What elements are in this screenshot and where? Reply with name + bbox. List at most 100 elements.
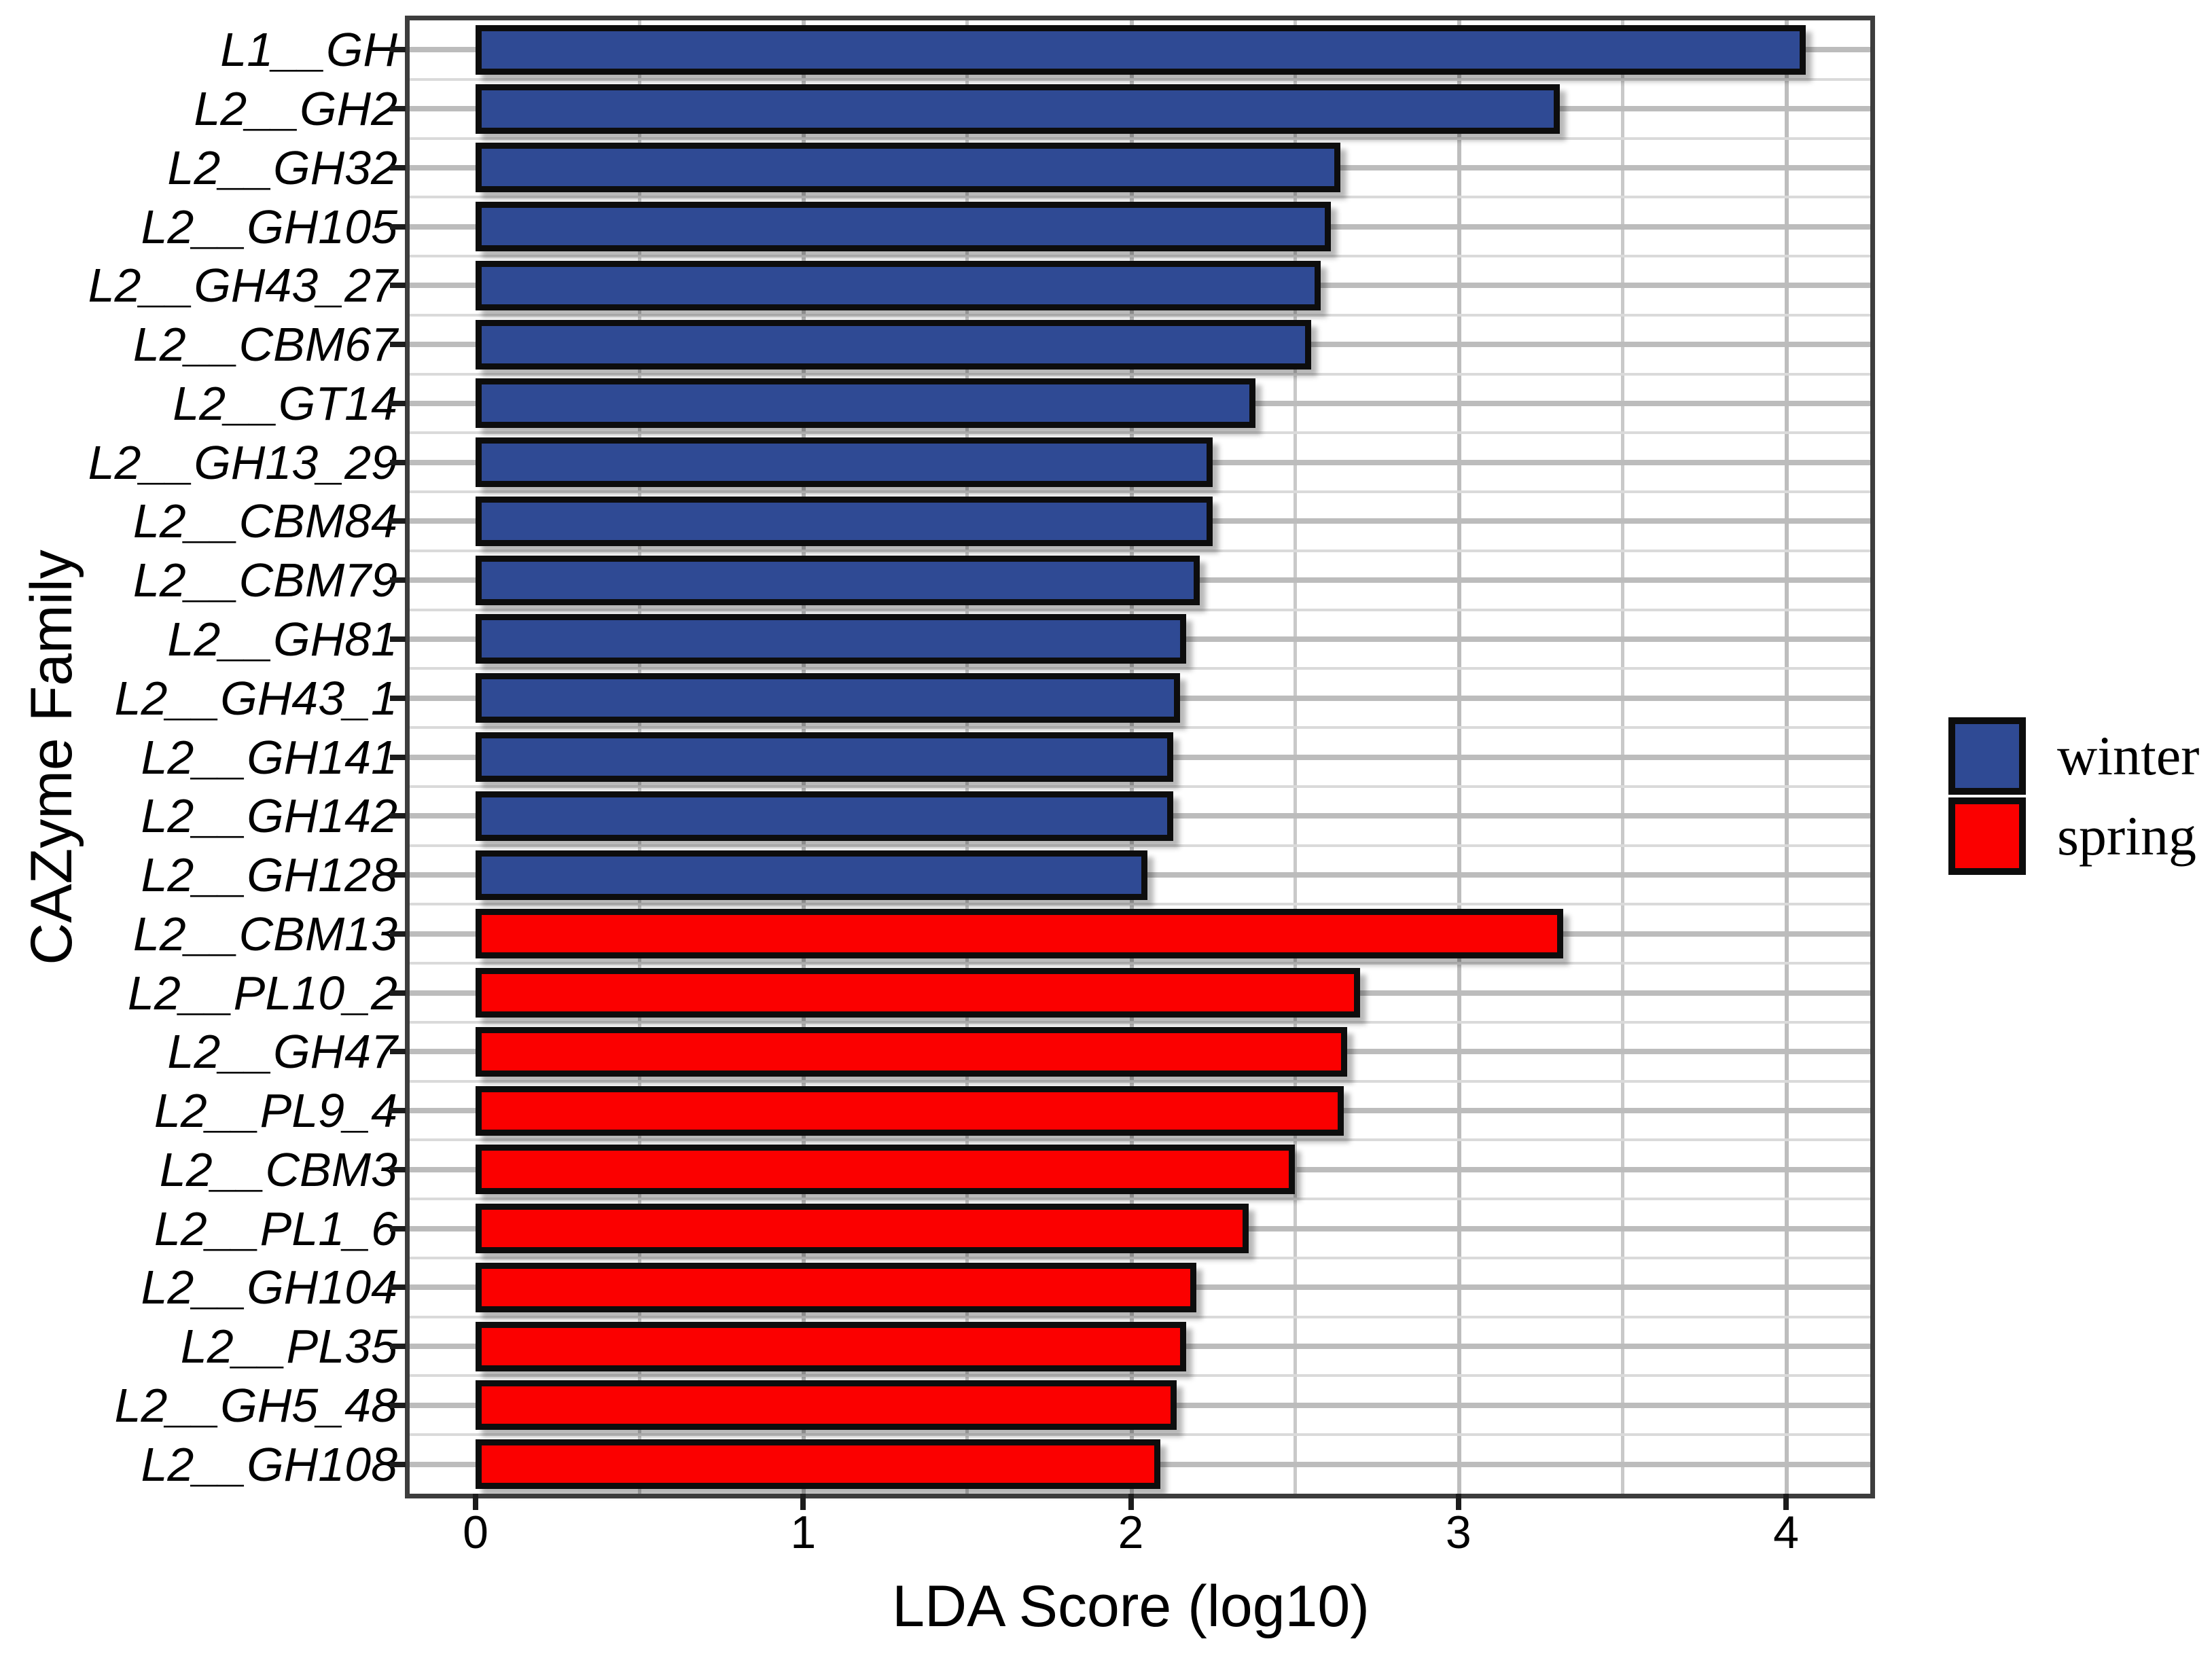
legend-item-winter: winter xyxy=(1948,717,2199,795)
bar-L2__GH32 xyxy=(476,143,1341,193)
gridline-horizontal-minor xyxy=(410,490,1870,494)
y-axis-tick xyxy=(390,636,406,642)
bar-L2__GH13_29 xyxy=(476,437,1213,488)
category-label: L2__GH43_27 xyxy=(88,259,397,312)
bar-L2__PL9_4 xyxy=(476,1085,1344,1136)
gridline-horizontal-minor xyxy=(410,608,1870,611)
y-axis-tick xyxy=(390,1108,406,1114)
bar-L2__GH105 xyxy=(476,202,1331,252)
bar-L2__GH104 xyxy=(476,1262,1196,1312)
bar-L2__GH142 xyxy=(476,791,1174,841)
x-axis-tick xyxy=(800,1494,806,1510)
x-axis-tick-label: 0 xyxy=(463,1507,488,1558)
bar-L2__GH2 xyxy=(476,84,1560,134)
bar-L2__GH5_48 xyxy=(476,1380,1177,1431)
gridline-horizontal-minor xyxy=(410,255,1870,258)
bar-L2__GT14 xyxy=(476,378,1255,429)
y-axis-tick xyxy=(390,577,406,583)
y-axis-tick xyxy=(390,695,406,701)
category-label: L2__GH32 xyxy=(167,141,397,194)
category-label: L2__GH108 xyxy=(141,1437,397,1491)
legend-item-spring: spring xyxy=(1948,797,2199,875)
bar-L2__GH108 xyxy=(476,1439,1160,1490)
category-label: L2__PL35 xyxy=(180,1320,397,1373)
bar-L2__PL10_2 xyxy=(476,968,1361,1018)
category-label: L2__CBM13 xyxy=(132,907,397,960)
gridline-horizontal-minor xyxy=(410,1079,1870,1083)
category-label: L2__CBM84 xyxy=(132,495,397,548)
category-label: L2__PL1_6 xyxy=(154,1202,397,1255)
y-axis-tick xyxy=(390,400,406,406)
gridline-horizontal-minor xyxy=(410,1374,1870,1378)
y-axis-tick xyxy=(390,223,406,230)
y-axis-tick xyxy=(390,754,406,760)
category-label: L2__CBM79 xyxy=(132,554,397,607)
legend-swatch-winter xyxy=(1948,717,2026,795)
gridline-horizontal-minor xyxy=(410,1433,1870,1437)
gridline-horizontal-minor xyxy=(410,785,1870,788)
bar-L2__CBM13 xyxy=(476,909,1564,959)
y-axis-tick xyxy=(390,1166,406,1172)
category-label: L2__GT14 xyxy=(173,376,397,430)
y-axis-tick xyxy=(390,1049,406,1055)
bar-L2__CBM3 xyxy=(476,1145,1295,1195)
y-axis-tick xyxy=(390,47,406,53)
gridline-horizontal-minor xyxy=(410,1315,1870,1318)
gridline-horizontal-minor xyxy=(410,667,1870,670)
gridline-horizontal-minor xyxy=(410,549,1870,552)
y-axis-tick xyxy=(390,990,406,996)
bar-L2__CBM84 xyxy=(476,496,1213,546)
y-axis-tick xyxy=(390,813,406,819)
legend-swatch-spring xyxy=(1948,797,2026,875)
category-label: L2__GH141 xyxy=(141,730,397,784)
gridline-horizontal-minor xyxy=(410,903,1870,906)
category-label: L2__GH5_48 xyxy=(114,1378,397,1432)
category-label: L2__GH104 xyxy=(141,1261,397,1314)
category-label: L2__GH81 xyxy=(167,612,397,666)
bar-L2__CBM79 xyxy=(476,555,1200,605)
gridline-horizontal-minor xyxy=(410,726,1870,730)
gridline-horizontal-minor xyxy=(410,372,1870,376)
bar-L2__GH141 xyxy=(476,732,1174,782)
y-axis-tick xyxy=(390,1225,406,1231)
y-axis-tick xyxy=(390,164,406,170)
y-axis-tick xyxy=(390,872,406,878)
bar-L1__GH xyxy=(476,24,1806,75)
y-axis-tick xyxy=(390,1284,406,1291)
x-axis-tick xyxy=(1455,1494,1461,1510)
bar-L2__PL1_6 xyxy=(476,1204,1249,1254)
category-label: L2__GH2 xyxy=(194,82,397,136)
gridline-horizontal-minor xyxy=(410,313,1870,317)
bar-L2__PL35 xyxy=(476,1321,1187,1371)
category-label: L1__GH xyxy=(220,23,397,77)
legend: winter spring xyxy=(1948,717,2199,875)
y-axis-title: CAZyme Family xyxy=(19,549,84,965)
gridline-horizontal-minor xyxy=(410,1138,1870,1142)
x-axis-tick xyxy=(473,1494,478,1510)
gridline-horizontal-minor xyxy=(410,1256,1870,1259)
category-label: L2__GH128 xyxy=(141,848,397,902)
gridline-horizontal-minor xyxy=(410,431,1870,435)
bar-L2__GH43_1 xyxy=(476,673,1180,723)
gridline-horizontal-minor xyxy=(410,196,1870,199)
y-axis-tick xyxy=(390,106,406,112)
y-axis-tick xyxy=(390,1344,406,1350)
bar-L2__CBM67 xyxy=(476,319,1311,370)
gridline-horizontal-minor xyxy=(410,844,1870,847)
x-axis-tick xyxy=(1783,1494,1789,1510)
y-axis-tick xyxy=(390,931,406,937)
legend-label: spring xyxy=(2057,805,2196,867)
y-axis-tick xyxy=(390,283,406,289)
y-axis-tick xyxy=(390,342,406,348)
bar-L2__GH81 xyxy=(476,614,1187,664)
bar-L2__GH128 xyxy=(476,850,1147,900)
y-axis-tick xyxy=(390,459,406,465)
gridline-horizontal-minor xyxy=(410,137,1870,140)
category-label: L2__PL9_4 xyxy=(154,1084,397,1138)
x-axis-title: LDA Score (log10) xyxy=(892,1574,1370,1639)
category-label: L2__CBM3 xyxy=(159,1143,397,1196)
bar-L2__GH47 xyxy=(476,1026,1347,1077)
gridline-horizontal-minor xyxy=(410,1198,1870,1201)
x-axis-tick-label: 2 xyxy=(1118,1507,1144,1558)
